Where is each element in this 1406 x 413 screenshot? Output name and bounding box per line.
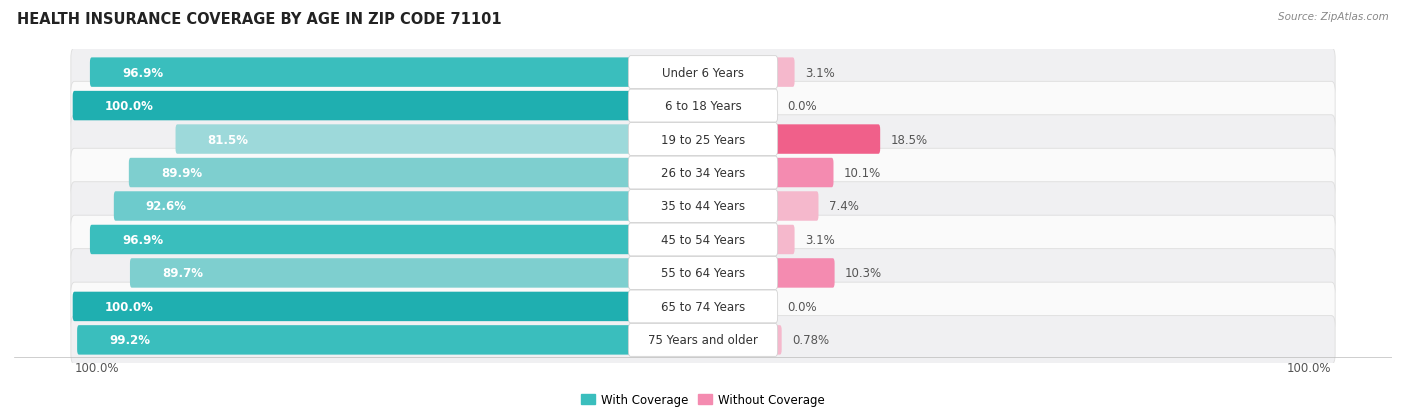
FancyBboxPatch shape — [70, 82, 1336, 131]
Text: 10.3%: 10.3% — [845, 267, 882, 280]
FancyBboxPatch shape — [114, 192, 633, 221]
Text: 100.0%: 100.0% — [75, 361, 120, 374]
Text: 19 to 25 Years: 19 to 25 Years — [661, 133, 745, 146]
FancyBboxPatch shape — [628, 257, 778, 290]
Text: 99.2%: 99.2% — [110, 334, 150, 347]
Text: Source: ZipAtlas.com: Source: ZipAtlas.com — [1278, 12, 1389, 22]
Text: 6 to 18 Years: 6 to 18 Years — [665, 100, 741, 113]
FancyBboxPatch shape — [129, 259, 633, 288]
FancyBboxPatch shape — [70, 149, 1336, 197]
Text: 10.1%: 10.1% — [844, 166, 882, 180]
FancyBboxPatch shape — [70, 116, 1336, 164]
Text: 26 to 34 Years: 26 to 34 Years — [661, 166, 745, 180]
Text: 0.0%: 0.0% — [787, 300, 817, 313]
Text: 3.1%: 3.1% — [804, 233, 835, 247]
FancyBboxPatch shape — [773, 192, 818, 221]
FancyBboxPatch shape — [773, 125, 880, 154]
FancyBboxPatch shape — [628, 157, 778, 190]
Text: 96.9%: 96.9% — [122, 66, 163, 79]
Text: 55 to 64 Years: 55 to 64 Years — [661, 267, 745, 280]
FancyBboxPatch shape — [628, 290, 778, 323]
Text: 89.7%: 89.7% — [162, 267, 202, 280]
Text: 35 to 44 Years: 35 to 44 Years — [661, 200, 745, 213]
Text: 89.9%: 89.9% — [160, 166, 202, 180]
FancyBboxPatch shape — [70, 49, 1336, 97]
Text: 96.9%: 96.9% — [122, 233, 163, 247]
FancyBboxPatch shape — [73, 92, 633, 121]
Text: HEALTH INSURANCE COVERAGE BY AGE IN ZIP CODE 71101: HEALTH INSURANCE COVERAGE BY AGE IN ZIP … — [17, 12, 502, 27]
FancyBboxPatch shape — [73, 292, 633, 321]
FancyBboxPatch shape — [90, 58, 633, 88]
FancyBboxPatch shape — [70, 316, 1336, 364]
Text: 3.1%: 3.1% — [804, 66, 835, 79]
FancyBboxPatch shape — [773, 325, 782, 355]
FancyBboxPatch shape — [628, 123, 778, 156]
FancyBboxPatch shape — [773, 259, 835, 288]
Text: 18.5%: 18.5% — [890, 133, 928, 146]
FancyBboxPatch shape — [70, 249, 1336, 297]
FancyBboxPatch shape — [628, 324, 778, 356]
FancyBboxPatch shape — [773, 225, 794, 254]
FancyBboxPatch shape — [628, 190, 778, 223]
Text: 7.4%: 7.4% — [828, 200, 859, 213]
FancyBboxPatch shape — [70, 282, 1336, 331]
Text: 100.0%: 100.0% — [104, 100, 153, 113]
Text: 100.0%: 100.0% — [104, 300, 153, 313]
FancyBboxPatch shape — [77, 325, 633, 355]
FancyBboxPatch shape — [70, 216, 1336, 264]
Text: 100.0%: 100.0% — [1286, 361, 1331, 374]
FancyBboxPatch shape — [628, 57, 778, 89]
FancyBboxPatch shape — [70, 182, 1336, 231]
FancyBboxPatch shape — [628, 223, 778, 256]
FancyBboxPatch shape — [176, 125, 633, 154]
FancyBboxPatch shape — [773, 58, 794, 88]
Text: Under 6 Years: Under 6 Years — [662, 66, 744, 79]
Legend: With Coverage, Without Coverage: With Coverage, Without Coverage — [576, 389, 830, 411]
Text: 45 to 54 Years: 45 to 54 Years — [661, 233, 745, 247]
Text: 92.6%: 92.6% — [146, 200, 187, 213]
Text: 65 to 74 Years: 65 to 74 Years — [661, 300, 745, 313]
Text: 0.0%: 0.0% — [787, 100, 817, 113]
FancyBboxPatch shape — [773, 159, 834, 188]
Text: 75 Years and older: 75 Years and older — [648, 334, 758, 347]
FancyBboxPatch shape — [129, 159, 633, 188]
Text: 81.5%: 81.5% — [208, 133, 249, 146]
FancyBboxPatch shape — [628, 90, 778, 123]
Text: 0.78%: 0.78% — [792, 334, 830, 347]
FancyBboxPatch shape — [90, 225, 633, 254]
